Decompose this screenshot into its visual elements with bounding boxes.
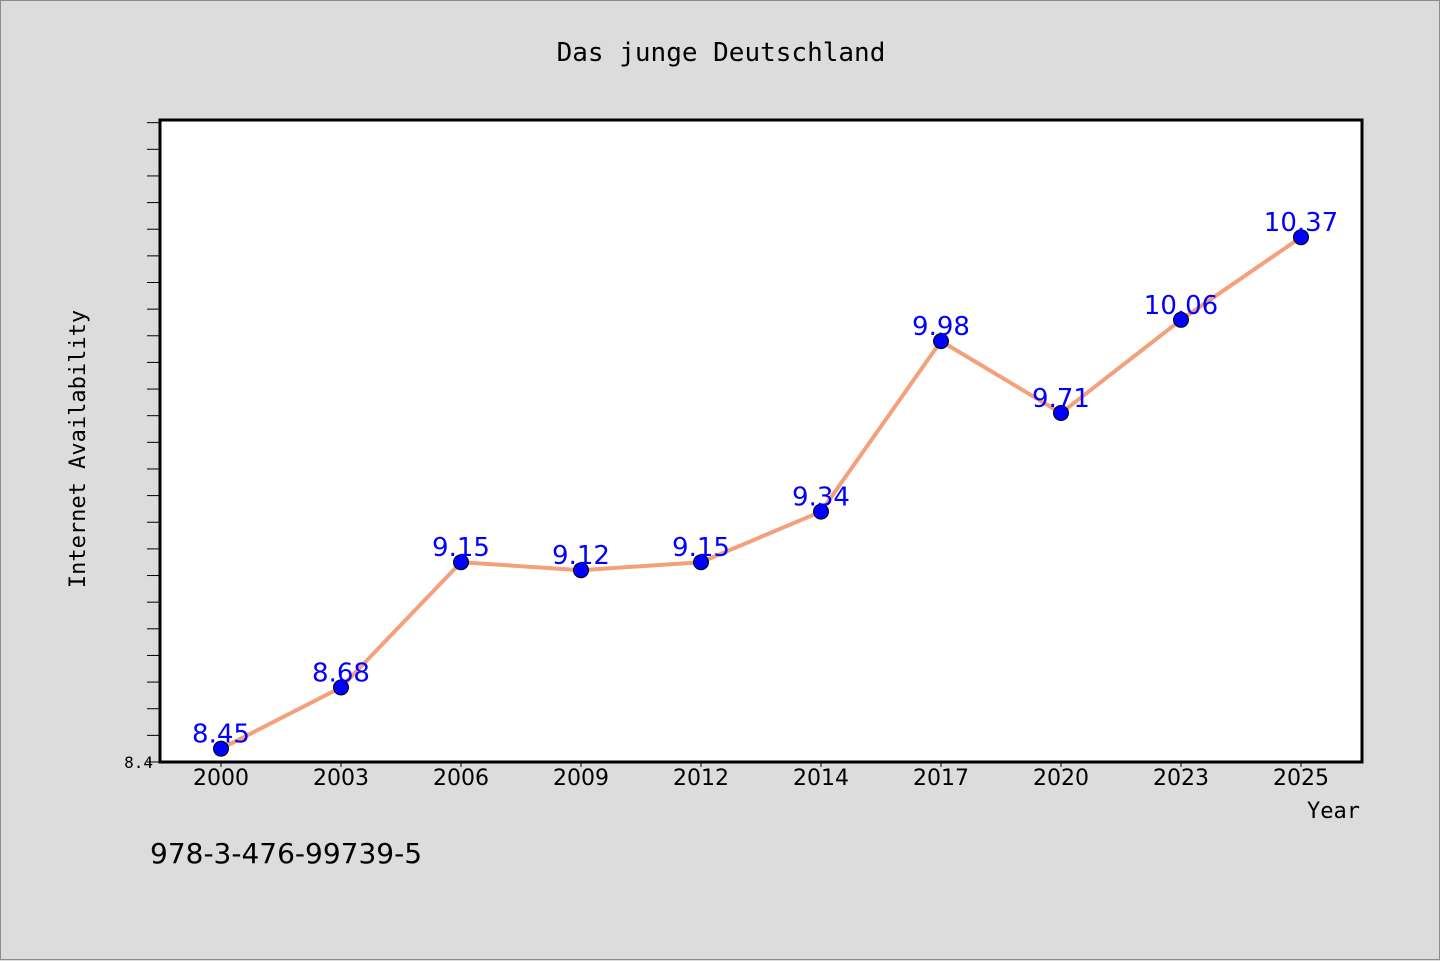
data-point xyxy=(453,554,469,571)
data-label: 9.15 xyxy=(672,533,730,563)
x-tick-label: 2017 xyxy=(913,766,969,791)
data-point xyxy=(1173,311,1189,328)
data-point xyxy=(933,333,949,350)
data-point xyxy=(813,503,829,520)
x-tick-label: 2025 xyxy=(1273,766,1329,791)
data-label: 9.34 xyxy=(792,483,850,513)
x-tick-label: 2006 xyxy=(433,766,489,791)
y-axis-ticks: 8.4 xyxy=(124,122,160,772)
x-tick-label: 2020 xyxy=(1033,766,1089,791)
data-label: 9.12 xyxy=(552,541,610,571)
x-tick-label: 2003 xyxy=(313,766,369,791)
y-axis-label: Internet Availability xyxy=(66,310,91,588)
data-label: 10.37 xyxy=(1264,208,1338,238)
x-tick-label: 2009 xyxy=(553,766,609,791)
data-point xyxy=(1053,405,1069,422)
data-point xyxy=(573,562,589,579)
chart-title: Das junge Deutschland xyxy=(557,38,886,68)
x-axis-label: Year xyxy=(1307,799,1360,824)
data-label: 9.71 xyxy=(1032,384,1090,414)
x-axis-ticks: 2000 2003 2006 2009 2012 2014 2017 2020 2023 2025 xyxy=(193,762,1329,791)
data-point xyxy=(333,679,349,696)
data-point xyxy=(693,554,709,571)
data-labels-layer: 8.45 8.68 9.15 9.12 9.15 9.34 9.98 9.71 10.06 10.… xyxy=(192,208,1338,749)
plot-area xyxy=(158,118,1364,764)
series-layer xyxy=(213,229,1309,757)
x-tick-label: 2012 xyxy=(673,766,729,791)
x-tick-label: 2000 xyxy=(193,766,249,791)
x-tick-label: 2014 xyxy=(793,766,849,791)
y-tick-label: 8.4 xyxy=(124,753,153,772)
data-point xyxy=(213,740,229,757)
data-label: 9.15 xyxy=(432,533,490,563)
series-line xyxy=(219,235,1303,751)
data-point xyxy=(1293,229,1309,246)
footnote: 978-3-476-99739-5 xyxy=(150,837,422,870)
data-label: 8.68 xyxy=(312,658,370,688)
data-label: 10.06 xyxy=(1144,291,1218,321)
x-tick-label: 2023 xyxy=(1153,766,1209,791)
data-label: 8.45 xyxy=(192,720,250,750)
data-label: 9.98 xyxy=(912,312,970,342)
